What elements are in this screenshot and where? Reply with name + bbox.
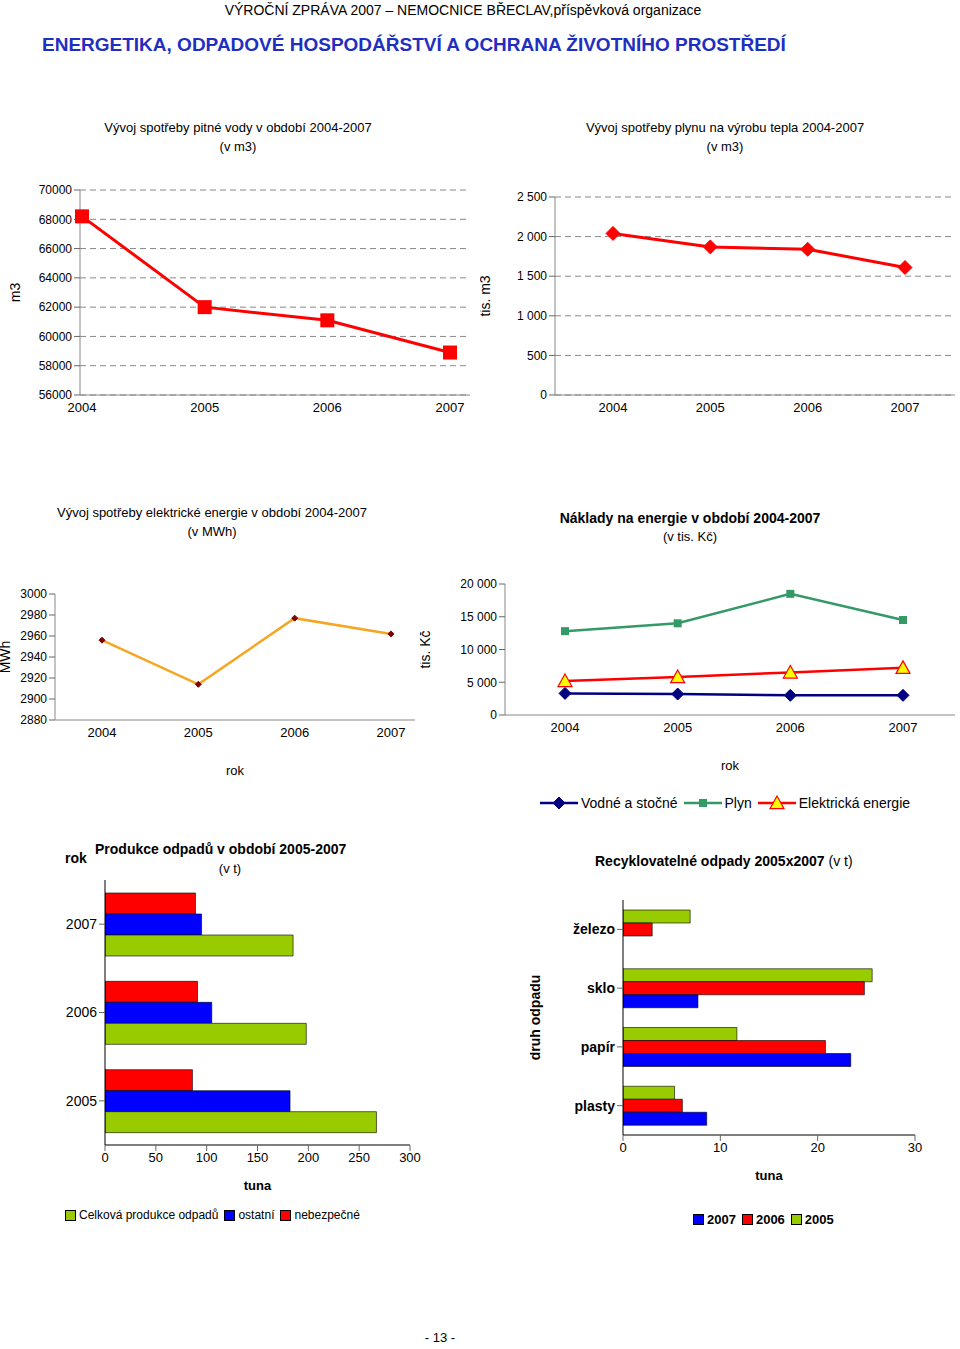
svg-text:100: 100 — [196, 1150, 218, 1165]
html-text:Elektrická energie: Elektrická energie — [798, 795, 910, 811]
svg-text:2006: 2006 — [793, 400, 822, 415]
html-text:Produkce odpadů v období 2005-: Produkce odpadů v období 2005-2007 — [95, 841, 347, 857]
svg-text:rok: rok — [721, 758, 740, 770]
html-text:2007: 2007 — [707, 1212, 736, 1227]
svg-text:tis. Kč: tis. Kč — [420, 630, 433, 668]
svg-text:2007: 2007 — [377, 725, 406, 740]
svg-text:1 500: 1 500 — [517, 269, 547, 283]
svg-text:2004: 2004 — [599, 400, 628, 415]
svg-text:64000: 64000 — [39, 271, 73, 285]
html-text:(v t): (v t) — [218, 861, 242, 876]
html-text:- 13 -: - 13 - — [424, 1330, 456, 1345]
svg-text:0: 0 — [540, 388, 547, 402]
svg-text:150: 150 — [247, 1150, 269, 1165]
svg-text:MWh: MWh — [8, 641, 13, 674]
svg-text:plasty: plasty — [575, 1098, 616, 1114]
html-text:(v tis. Kč): (v tis. Kč) — [662, 529, 718, 544]
html-text:2005: 2005 — [804, 1212, 834, 1227]
svg-text:2004: 2004 — [88, 725, 117, 740]
svg-text:10 000: 10 000 — [460, 643, 497, 657]
svg-text:druh odpadu: druh odpadu — [530, 975, 543, 1061]
svg-text:2920: 2920 — [20, 671, 47, 685]
svg-text:62000: 62000 — [39, 300, 73, 314]
svg-text:sklo: sklo — [587, 980, 615, 996]
svg-text:66000: 66000 — [39, 242, 73, 256]
html-text:(v m3): (v m3) — [219, 139, 257, 154]
svg-text:30: 30 — [908, 1140, 922, 1155]
svg-text:2004: 2004 — [68, 400, 97, 415]
html-text:nebezpečné: nebezpečné — [294, 1208, 360, 1222]
html-text:(v m3): (v m3) — [706, 139, 744, 154]
html-text:rok: rok — [65, 850, 87, 866]
svg-text:2005: 2005 — [190, 400, 219, 415]
svg-text:500: 500 — [527, 349, 547, 363]
svg-text:200: 200 — [297, 1150, 319, 1165]
svg-text:2006: 2006 — [280, 725, 309, 740]
svg-text:2006: 2006 — [66, 1004, 97, 1020]
svg-text:50: 50 — [149, 1150, 163, 1165]
svg-text:železo: železo — [573, 921, 615, 937]
svg-text:68000: 68000 — [39, 213, 73, 227]
svg-text:20 000: 20 000 — [460, 577, 497, 591]
svg-text:10: 10 — [713, 1140, 727, 1155]
svg-text:tuna: tuna — [244, 1178, 272, 1190]
html-text:Vývoj spotřeby plynu na výrobu: Vývoj spotřeby plynu na výrobu tepla 200… — [585, 120, 865, 135]
svg-text:2007: 2007 — [889, 720, 918, 735]
svg-text:rok: rok — [226, 763, 245, 775]
svg-text:2006: 2006 — [313, 400, 342, 415]
html-text:Celková produkce odpadů: Celková produkce odpadů — [79, 1208, 219, 1222]
svg-text:70000: 70000 — [39, 183, 73, 197]
svg-text:15 000: 15 000 — [460, 610, 497, 624]
svg-text:60000: 60000 — [39, 330, 73, 344]
svg-text:2005: 2005 — [184, 725, 213, 740]
svg-text:56000: 56000 — [39, 388, 73, 402]
html-text:Plyn: Plyn — [724, 795, 752, 811]
html-text:(v MWh): (v MWh) — [187, 524, 237, 539]
svg-text:58000: 58000 — [39, 359, 73, 373]
svg-text:2005: 2005 — [663, 720, 692, 735]
html-text:ostatní: ostatní — [238, 1208, 275, 1222]
html-text:VÝROČNÍ ZPRÁVA 2007 – NEMOCNIC: VÝROČNÍ ZPRÁVA 2007 – NEMOCNICE BŘECLAV,… — [224, 2, 702, 18]
svg-text:2007: 2007 — [66, 916, 97, 932]
html-text:Vývoj spotřeby elektrické ener: Vývoj spotřeby elektrické energie v obdo… — [57, 505, 367, 520]
svg-text:2 000: 2 000 — [517, 230, 547, 244]
svg-text:2940: 2940 — [20, 650, 47, 664]
html-text:ENERGETIKA, ODPADOVÉ HOSPODÁŘS: ENERGETIKA, ODPADOVÉ HOSPODÁŘSTVÍ A OCHR… — [42, 34, 786, 55]
svg-text:2880: 2880 — [20, 713, 47, 727]
svg-text:0: 0 — [490, 708, 497, 722]
svg-text:3000: 3000 — [20, 587, 47, 601]
svg-text:2006: 2006 — [776, 720, 805, 735]
html-text:Vodné a stočné: Vodné a stočné — [581, 795, 678, 811]
svg-text:tis. m3: tis. m3 — [480, 275, 493, 316]
svg-text:300: 300 — [399, 1150, 421, 1165]
svg-text:papír: papír — [581, 1039, 616, 1055]
svg-text:20: 20 — [810, 1140, 824, 1155]
svg-text:2004: 2004 — [551, 720, 580, 735]
svg-text:2960: 2960 — [20, 629, 47, 643]
html-text:2006: 2006 — [755, 1212, 785, 1227]
svg-text:1 000: 1 000 — [517, 309, 547, 323]
svg-text:2980: 2980 — [20, 608, 47, 622]
svg-text:tuna: tuna — [755, 1168, 783, 1180]
html-text:Vývoj spotřeby pitné vody v ob: Vývoj spotřeby pitné vody v období 2004-… — [104, 120, 372, 135]
svg-text:2005: 2005 — [696, 400, 725, 415]
svg-text:0: 0 — [101, 1150, 108, 1165]
svg-text:5 000: 5 000 — [467, 676, 497, 690]
svg-text:2005: 2005 — [66, 1093, 97, 1109]
svg-text:2007: 2007 — [436, 400, 465, 415]
html-text:Náklady na energie v období 20: Náklady na energie v období 2004-2007 — [559, 510, 821, 526]
svg-text:2900: 2900 — [20, 692, 47, 706]
html-text:Recyklovatelné odpady 2005x200: Recyklovatelné odpady 2005x2007 (v t) — [595, 853, 853, 869]
svg-text:m3: m3 — [10, 283, 23, 303]
svg-text:2007: 2007 — [891, 400, 920, 415]
svg-text:250: 250 — [348, 1150, 370, 1165]
svg-text:0: 0 — [619, 1140, 626, 1155]
svg-text:2 500: 2 500 — [517, 190, 547, 204]
